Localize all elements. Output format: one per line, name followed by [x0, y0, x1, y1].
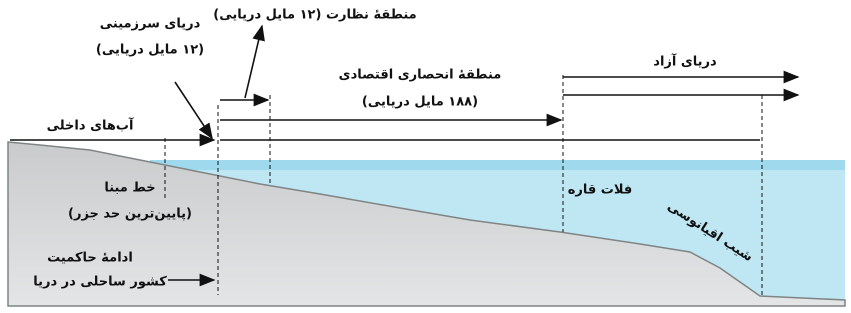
label: (پایین‌ترین حد جزر)	[68, 207, 192, 222]
territorial-arrow	[175, 82, 212, 138]
label: ادامهٔ حاکمیت	[47, 251, 133, 266]
label: کشور ساحلی در دریا	[33, 275, 167, 290]
label: (۱۲ مایل دریایی)	[96, 43, 204, 58]
label: منطقهٔ نظارت (۱۲ مایل دریایی)	[213, 8, 416, 23]
label: دریای سرزمینی	[100, 17, 201, 32]
label: فلات قاره	[568, 183, 633, 198]
sea-surface	[150, 160, 845, 170]
label: خط مبنا	[104, 181, 155, 196]
label: منطقهٔ انحصاری اقتصادی	[339, 68, 502, 83]
label: آب‌های داخلی	[47, 117, 134, 134]
label: (۱۸۸ مایل دریایی)	[362, 95, 478, 110]
label: دریای آزاد	[653, 53, 717, 70]
contiguous-pointer	[245, 26, 262, 98]
maritime-zones-diagram: دریای سرزمینی (۱۲ مایل دریایی) منطقهٔ نظ…	[0, 0, 851, 313]
